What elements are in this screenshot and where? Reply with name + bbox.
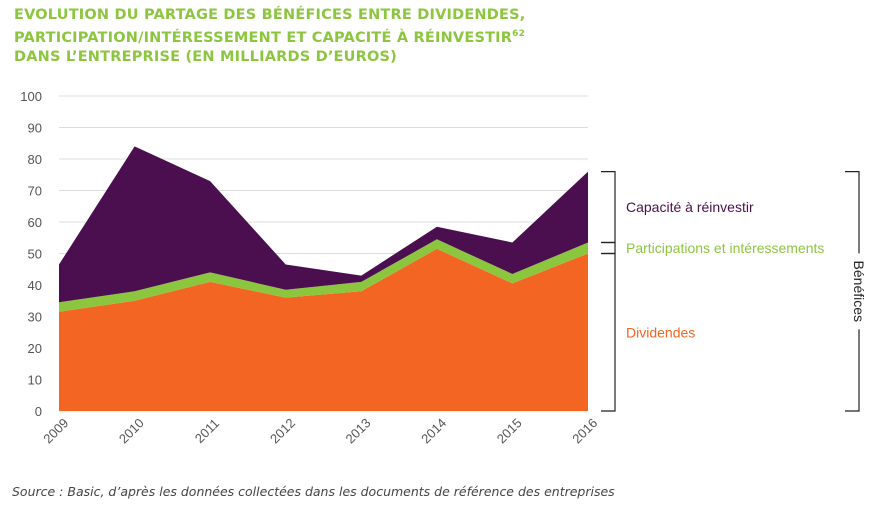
y-axis: 0 10 20 30 40 50 60 70 80 90 100 [20,89,42,419]
group-label-gap [851,253,867,330]
chart-title: EVOLUTION DU PARTAGE DES BÉNÉFICES ENTRE… [14,6,525,67]
title-footnote: 62 [512,29,526,39]
x-tick-label-2015: 2015 [494,415,525,446]
area-capacite [59,146,588,303]
legend-label-dividendes: Dividendes [626,324,695,340]
legend-label-capacite: Capacité à réinvestir [626,199,754,215]
x-tick-label-2012: 2012 [267,415,298,446]
bracket-dividendes [601,252,616,412]
y-tick-label-40: 40 [28,278,42,293]
title-line-1: EVOLUTION DU PARTAGE DES BÉNÉFICES ENTRE… [14,7,526,23]
bracket-participations [601,241,616,255]
y-tick-label-50: 50 [28,247,42,262]
y-tick-label-20: 20 [28,341,42,356]
y-tick-label-10: 10 [28,373,42,388]
x-tick-label-2014: 2014 [418,415,449,446]
y-tick-label-70: 70 [28,184,42,199]
x-tick-label-2016: 2016 [569,415,600,446]
x-tick-label-2010: 2010 [116,415,147,446]
title-line-3: DANS L’ENTREPRISE (EN MILLIARDS D’EUROS) [14,48,397,65]
y-tick-label-30: 30 [28,310,42,325]
x-axis: 2009 2010 2011 2012 2013 2014 2015 2016 [40,415,600,446]
area-participations [59,239,588,312]
title-line-2-text: PARTICIPATION/INTÉRESSEMENT ET CAPACITÉ … [14,29,513,46]
group-label: Bénéfices [851,261,867,322]
y-tick-label-60: 60 [28,215,42,230]
x-tick-label-2009: 2009 [40,415,71,446]
area-dividendes [59,248,588,411]
y-tick-label-80: 80 [28,152,42,167]
y-tick-label-90: 90 [28,121,42,136]
bracket-capacite [601,171,616,244]
x-tick-label-2011: 2011 [192,416,222,446]
x-tick-label-2013: 2013 [343,415,374,446]
title-line-2: PARTICIPATION/INTÉRESSEMENT ET CAPACITÉ … [14,25,525,48]
y-tick-label-100: 100 [20,89,42,104]
legend-label-participations: Participations et intéressements [626,240,824,256]
y-tick-label-0: 0 [35,404,42,419]
areas [59,146,588,411]
source-note: Source : Basic, d’après les données coll… [12,484,615,499]
legend-brackets: Dividendes Participations et intéressemen… [601,171,867,412]
